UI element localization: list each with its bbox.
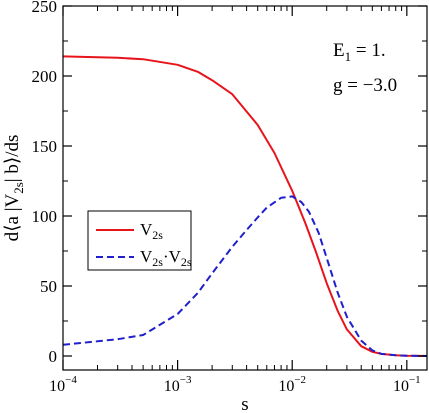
- x-axis-label: s: [241, 394, 248, 413]
- legend: V2s V2s·V2s: [87, 210, 192, 271]
- y-tick-label: 50: [40, 277, 57, 296]
- y-tick-label: 150: [32, 137, 58, 156]
- plot-frame: [62, 5, 428, 371]
- y-tick-label: 100: [32, 207, 58, 226]
- x-tick-label: 10−2: [278, 374, 306, 395]
- y-tick-label: 0: [49, 347, 58, 366]
- y-tick-label: 250: [32, 0, 58, 16]
- plot-area: [63, 6, 427, 370]
- x-tick-label: 10−1: [393, 374, 421, 395]
- curves-layer: [62, 55, 428, 357]
- annotation-line2: g = −3.0: [333, 75, 397, 96]
- annotation-line1: E1 = 1.: [333, 40, 386, 64]
- legend-label-v2s: V2s: [140, 220, 163, 242]
- legend-label-v2s-v2s: V2s·V2s: [140, 247, 192, 269]
- x-tick-label: 10−3: [164, 374, 192, 395]
- legend-box: [87, 210, 192, 271]
- y-tick-label: 200: [32, 67, 58, 86]
- x-tick-label: 10−4: [49, 374, 77, 395]
- y-axis-label: d⟨a |V2s| b⟩/ds: [2, 135, 26, 242]
- series-line-v2s: [62, 55, 428, 357]
- annotation: E1 = 1. g = −3.0: [333, 40, 397, 96]
- series-line-v2s-v2s: [62, 195, 428, 357]
